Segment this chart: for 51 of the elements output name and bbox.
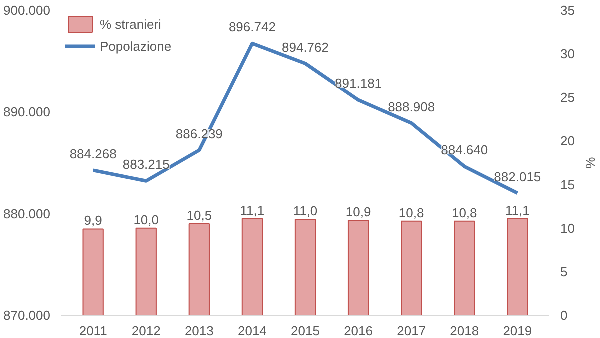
bar: [401, 220, 422, 316]
data-label: 888.908: [388, 99, 436, 114]
bar: [188, 224, 210, 316]
x-tick-label: 2011: [79, 324, 108, 338]
data-label: 10,8: [398, 205, 424, 220]
y2-tick-label: 35: [560, 3, 575, 18]
bar: [294, 219, 316, 316]
x-tick-label: 2014: [238, 324, 267, 338]
bar: [348, 220, 370, 316]
y2-axis-title: %: [582, 157, 598, 170]
y-tick-label: 870.000: [4, 308, 51, 323]
y2-tick-label: 25: [560, 90, 575, 106]
y-tick-label: 900.000: [4, 3, 51, 18]
data-label: 10,5: [186, 208, 212, 223]
bar: [507, 218, 528, 316]
x-tick-label: 2015: [291, 324, 320, 338]
y2-tick-label: 0: [560, 308, 568, 323]
bar: [136, 228, 157, 316]
data-label: 11,0: [293, 204, 318, 219]
data-label: 9,9: [84, 213, 102, 228]
x-tick-label: 2017: [397, 324, 426, 338]
data-label: 891.181: [335, 76, 382, 92]
data-label: 884.640: [441, 142, 488, 158]
data-label: 10,8: [452, 205, 478, 220]
data-label: 11,1: [240, 202, 265, 218]
x-tick-label: 2019: [503, 324, 532, 338]
legend-label: % stranieri: [100, 16, 162, 32]
legend-label: Popolazione: [100, 38, 172, 54]
bar: [242, 218, 264, 316]
bar: [454, 220, 476, 316]
data-label: 10,0: [134, 212, 160, 228]
data-label: 884.268: [70, 146, 117, 162]
bar: [82, 228, 104, 316]
x-tick-label: 2018: [450, 324, 480, 338]
y2-tick-label: 5: [560, 264, 568, 280]
y-tick-label: 890.000: [4, 104, 51, 120]
y2-tick-label: 20: [560, 134, 575, 149]
y2-tick-label: 15: [560, 177, 575, 192]
data-label: 882.015: [494, 169, 542, 184]
y-tick-label: 880.000: [4, 206, 51, 222]
x-tick-label: 2012: [132, 324, 161, 338]
x-tick-label: 2016: [344, 324, 374, 338]
data-label: 894.762: [282, 40, 330, 55]
data-label: 883.215: [122, 157, 170, 172]
data-label: 896.742: [228, 20, 276, 35]
data-label: 11,1: [506, 202, 530, 218]
data-label: 886.239: [176, 126, 223, 142]
x-tick-label: 2013: [184, 324, 214, 338]
y2-tick-label: 10: [560, 220, 575, 236]
data-label: 10,9: [346, 204, 372, 220]
y2-tick-label: 30: [560, 46, 575, 62]
